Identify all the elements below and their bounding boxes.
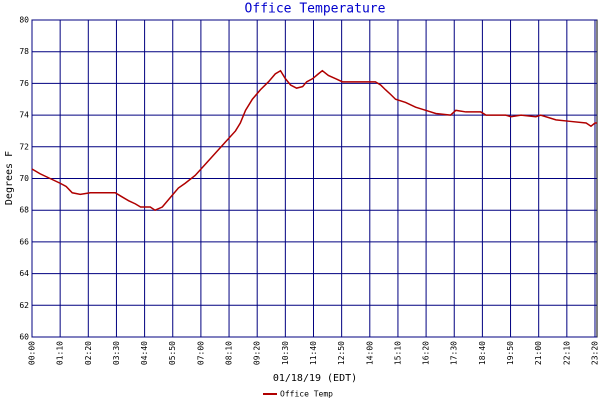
x-tick-label: 12:50	[337, 341, 346, 365]
x-tick-label: 04:40	[140, 341, 149, 365]
y-tick-label: 80	[19, 16, 29, 25]
x-tick-label: 14:00	[365, 341, 374, 365]
x-tick-label: 09:20	[253, 341, 262, 365]
x-tick-label: 22:10	[562, 341, 571, 365]
y-tick-label: 72	[19, 142, 29, 151]
y-tick-label: 78	[19, 47, 29, 56]
x-tick-label: 00:00	[28, 341, 37, 365]
x-tick-label: 05:50	[168, 341, 177, 365]
y-tick-label: 64	[19, 269, 29, 278]
x-tick-label: 18:40	[478, 341, 487, 365]
y-tick-label: 60	[19, 333, 29, 342]
y-tick-label: 76	[19, 79, 29, 88]
x-tick-label: 02:20	[84, 341, 93, 365]
data-line	[31, 69, 597, 212]
chart-title: Office Temperature	[245, 2, 386, 17]
x-tick-label: 19:50	[506, 341, 515, 365]
x-tick-label: 07:00	[196, 341, 205, 365]
y-tick-label: 74	[19, 111, 29, 120]
y-tick-label: 68	[19, 206, 29, 215]
y-tick-label: 70	[19, 174, 29, 183]
x-tick-label: 15:10	[393, 341, 402, 365]
x-tick-label: 03:30	[112, 341, 121, 365]
x-axis-title: 01/18/19 (EDT)	[273, 373, 357, 384]
x-tick-label: 23:20	[590, 341, 599, 365]
x-tick-label: 08:10	[225, 341, 234, 365]
x-tick-label: 17:30	[450, 341, 459, 365]
y-axis-title: Degrees F	[4, 151, 15, 205]
x-tick-label: 21:00	[534, 341, 543, 365]
y-tick-label: 62	[19, 301, 29, 310]
x-tick-label: 11:40	[309, 341, 318, 365]
y-tick-label: 66	[19, 237, 29, 246]
x-tick-label: 01:10	[56, 341, 65, 365]
x-tick-label: 16:20	[422, 341, 431, 365]
legend-label: Office Temp	[280, 390, 333, 399]
x-tick-label: 10:30	[281, 341, 290, 365]
